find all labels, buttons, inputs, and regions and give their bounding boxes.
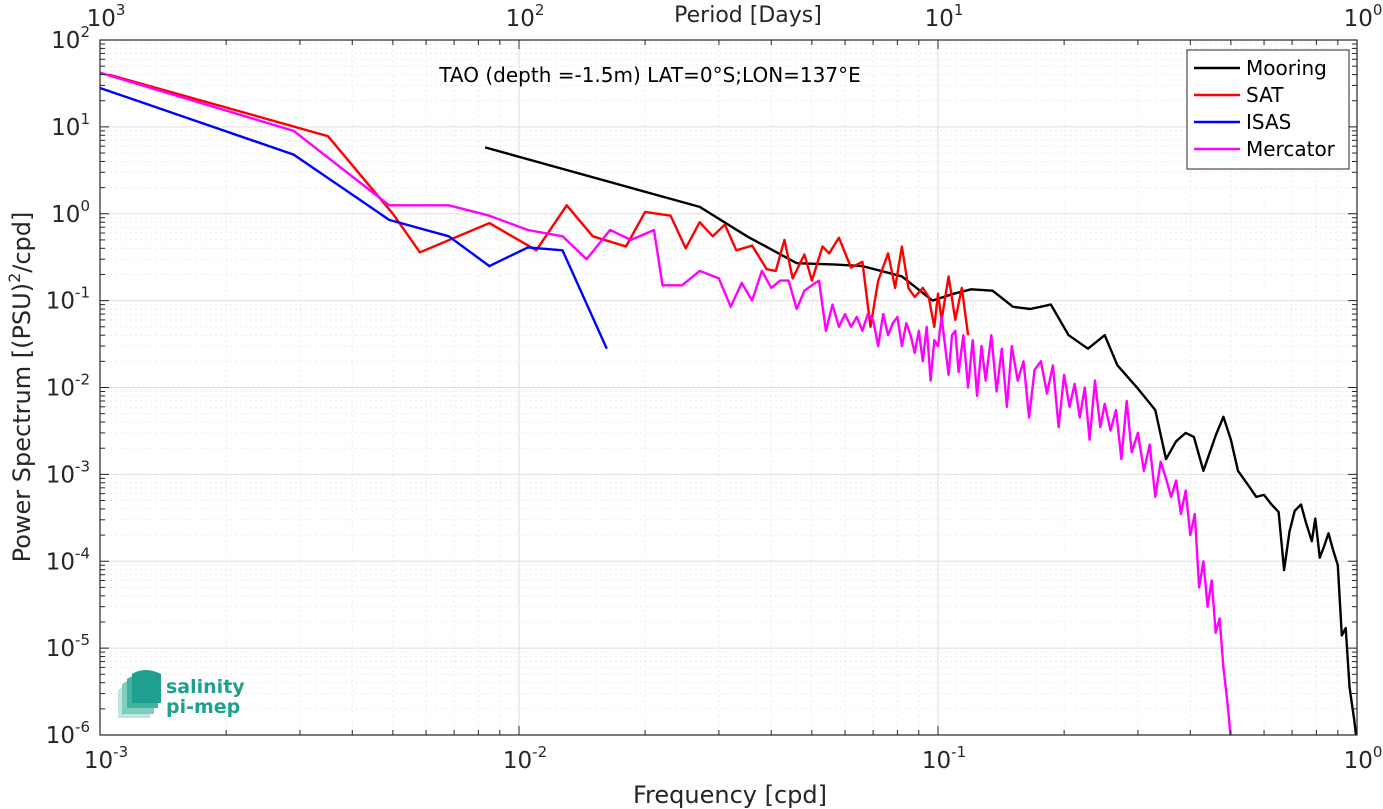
series-line-isas — [100, 86, 608, 350]
y-tick-label: 10-2 — [46, 371, 90, 402]
series-line-sat — [108, 73, 970, 336]
y-tick-label: 10-3 — [46, 457, 90, 488]
legend-label-isas: ISAS — [1246, 110, 1291, 134]
axis-ticks — [99, 40, 1357, 736]
top-tick-label: 102 — [506, 1, 545, 32]
salinity-pi-mep-logo: salinity pi-mep — [118, 670, 245, 718]
y-tick-label: 10-4 — [46, 544, 90, 575]
logo-mark-icon — [118, 670, 161, 718]
top-tick-label: 103 — [87, 1, 126, 32]
x-tick-label: 100 — [1344, 743, 1383, 774]
x-tick-label: 10-2 — [503, 743, 547, 774]
y-tick-label: 10-6 — [46, 718, 90, 749]
y-tick-label: 10-5 — [46, 631, 90, 662]
series-line-mercator — [100, 71, 1232, 735]
y-tick-label: 100 — [51, 197, 90, 228]
x-tick-label: 10-1 — [922, 743, 966, 774]
top-tick-label: 101 — [925, 1, 964, 32]
legend-label-sat: SAT — [1246, 83, 1284, 107]
x-axis-label: Frequency [cpd] — [633, 781, 827, 809]
series-layer — [100, 71, 1357, 735]
legend: Mooring SAT ISAS Mercator — [1186, 49, 1350, 170]
y-tick-label: 10-1 — [46, 284, 90, 315]
y-tick-label: 101 — [51, 110, 90, 141]
y-axis-label: Power Spectrum [(PSU)2/cpd] — [5, 212, 36, 563]
legend-label-mercator: Mercator — [1246, 137, 1336, 161]
top-tick-label: 100 — [1344, 1, 1383, 32]
legend-label-mooring: Mooring — [1246, 56, 1327, 80]
series-line-mooring — [484, 146, 1357, 735]
logo-text-line1: salinity — [166, 676, 245, 698]
logo-text-line2: pi-mep — [166, 696, 240, 718]
top-axis-label: Period [Days] — [674, 3, 822, 28]
x-tick-label: 10-3 — [84, 743, 128, 774]
chart-title: TAO (depth =-1.5m) LAT=0°S;LON=137°E — [438, 63, 860, 87]
y-tick-label: 102 — [51, 23, 90, 54]
